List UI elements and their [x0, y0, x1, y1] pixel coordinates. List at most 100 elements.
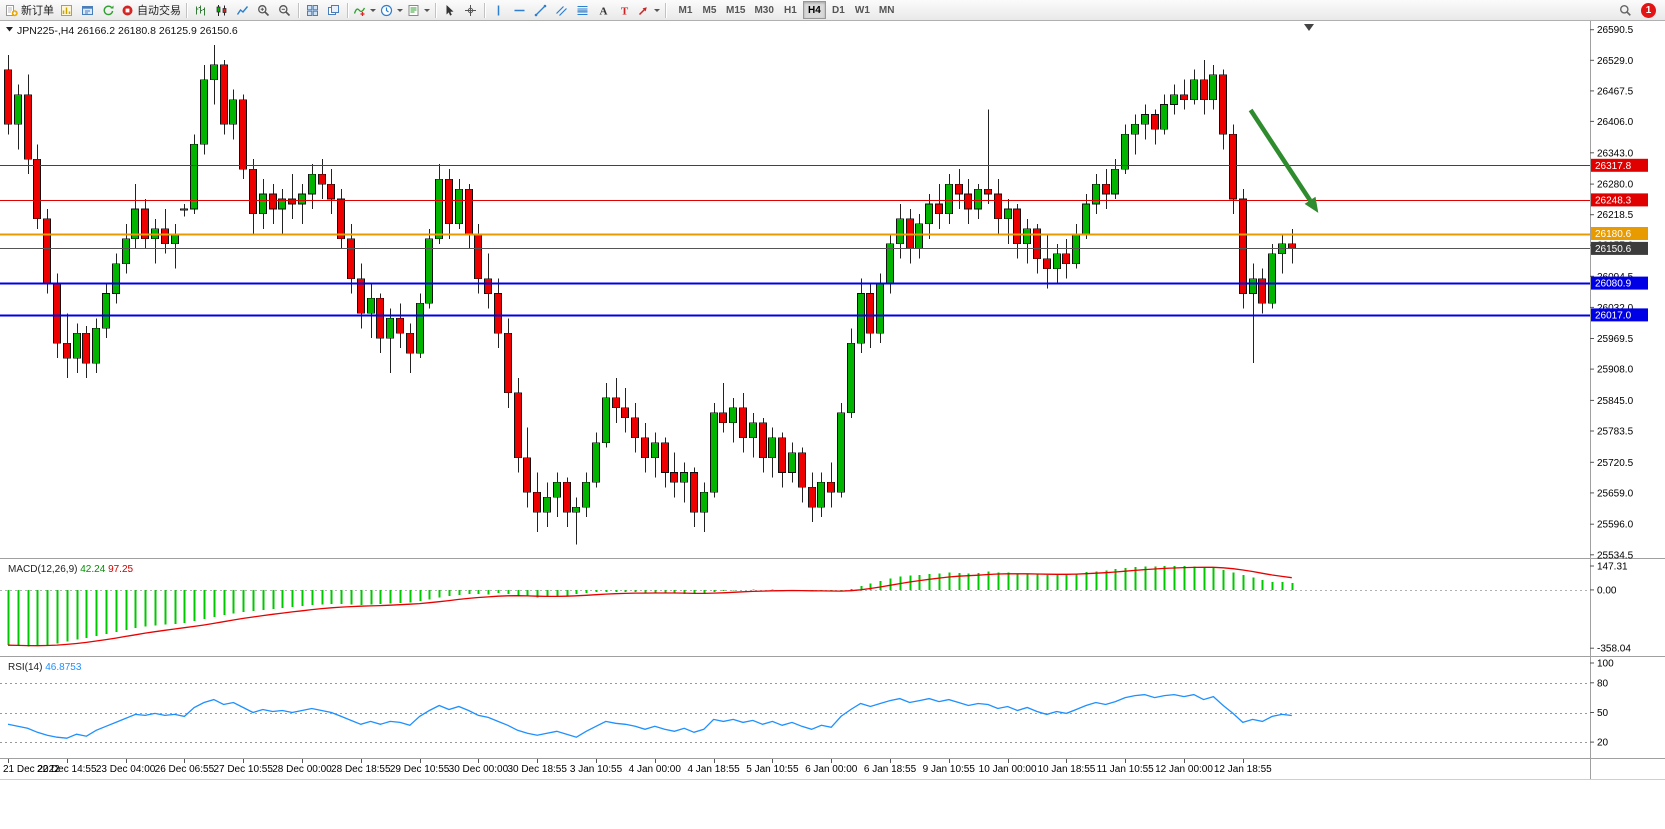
- svg-text:26467.5: 26467.5: [1597, 86, 1634, 97]
- refresh-button[interactable]: [98, 1, 119, 20]
- profiles-icon: [81, 4, 94, 17]
- svg-text:6 Jan 00:00: 6 Jan 00:00: [805, 764, 858, 775]
- svg-text:12 Jan 00:00: 12 Jan 00:00: [1155, 764, 1213, 775]
- trendline-button[interactable]: [530, 1, 551, 20]
- macd-axis[interactable]: 147.31 0.00 -358.04: [1590, 562, 1631, 655]
- channel-button[interactable]: [551, 1, 572, 20]
- svg-text:11 Jan 10:55: 11 Jan 10:55: [1097, 764, 1155, 775]
- bar-chart-icon: [194, 4, 207, 17]
- timeframe-h1-button[interactable]: H1: [779, 1, 802, 19]
- candle-chart-button[interactable]: [211, 1, 232, 20]
- timeframe-toolbar: M1 M5 M15 M30 H1 H4 D1 W1 MN: [674, 1, 898, 19]
- rsi-label: RSI(14) 46.8753: [8, 662, 82, 673]
- toolbar-separator: [347, 2, 348, 18]
- price-axis[interactable]: 26590.5 26529.0 26467.5 26406.0 26343.0 26280…: [1590, 25, 1634, 561]
- svg-text:25969.5: 25969.5: [1597, 334, 1634, 345]
- svg-text:30 Dec 00:00: 30 Dec 00:00: [449, 764, 509, 775]
- svg-text:A: A: [600, 5, 608, 17]
- templates-icon: [407, 4, 420, 17]
- toolbar-separator: [186, 2, 187, 18]
- svg-text:10 Jan 00:00: 10 Jan 00:00: [979, 764, 1037, 775]
- zoom-out-button[interactable]: [274, 1, 295, 20]
- timeframe-m5-button[interactable]: M5: [698, 1, 721, 19]
- timeframe-m1-button[interactable]: M1: [674, 1, 697, 19]
- candlesticks: [4, 44, 1296, 545]
- chart-shift-marker[interactable]: [1304, 24, 1314, 31]
- periods-button[interactable]: [378, 1, 405, 20]
- search-icon: [1619, 4, 1632, 17]
- periods-icon: [380, 4, 393, 17]
- line-chart-button[interactable]: [232, 1, 253, 20]
- vertical-line-button[interactable]: [488, 1, 509, 20]
- zoom-in-button[interactable]: [253, 1, 274, 20]
- timeframe-m15-button[interactable]: M15: [722, 1, 749, 19]
- timeframe-mn-button[interactable]: MN: [875, 1, 899, 19]
- svg-text:26529.0: 26529.0: [1597, 56, 1634, 67]
- timeframe-d1-button[interactable]: D1: [827, 1, 850, 19]
- text-button[interactable]: A: [593, 1, 614, 20]
- macd-label: MACD(12,26,9) 42.24 97.25: [8, 564, 134, 575]
- svg-text:23 Dec 04:00: 23 Dec 04:00: [96, 764, 156, 775]
- arrows-button[interactable]: [635, 1, 662, 20]
- trendline-icon: [534, 4, 547, 17]
- cursor-icon: [443, 4, 456, 17]
- chart-symbol-header: JPN225-,H4 26166.2 26180.8 26125.9 26150…: [17, 25, 238, 37]
- svg-text:26150.6: 26150.6: [1595, 244, 1632, 255]
- toolbar-separator: [298, 2, 299, 18]
- svg-text:25783.5: 25783.5: [1597, 427, 1634, 438]
- horizontal-line-icon: [513, 4, 526, 17]
- symbol-menu-icon[interactable]: [6, 27, 13, 32]
- chevron-down-icon: [424, 8, 430, 12]
- bar-chart-button[interactable]: [190, 1, 211, 20]
- svg-text:6 Jan 18:55: 6 Jan 18:55: [864, 764, 917, 775]
- svg-text:T: T: [621, 5, 629, 17]
- indicators-button[interactable]: [351, 1, 378, 20]
- svg-text:28 Dec 18:55: 28 Dec 18:55: [331, 764, 391, 775]
- timeframe-m30-button[interactable]: M30: [750, 1, 777, 19]
- svg-text:4 Jan 00:00: 4 Jan 00:00: [629, 764, 682, 775]
- svg-text:20: 20: [1597, 738, 1609, 749]
- svg-text:21 Dec 2022: 21 Dec 2022: [3, 764, 60, 775]
- chart-canvas[interactable]: 26590.5 26529.0 26467.5 26406.0 26343.0 26280…: [0, 21, 1665, 829]
- chevron-down-icon: [397, 8, 403, 12]
- svg-text:10 Jan 18:55: 10 Jan 18:55: [1037, 764, 1095, 775]
- line-chart-icon: [236, 4, 249, 17]
- label-button[interactable]: T: [614, 1, 635, 20]
- new-order-button[interactable]: 新订单: [3, 1, 56, 20]
- refresh-icon: [102, 4, 115, 17]
- autotrade-button[interactable]: 自动交易: [119, 1, 183, 20]
- svg-text:25720.5: 25720.5: [1597, 458, 1634, 469]
- arrange-windows-button[interactable]: [323, 1, 344, 20]
- pane-separators[interactable]: [0, 21, 1665, 780]
- svg-text:26406.0: 26406.0: [1597, 117, 1634, 128]
- timeframe-w1-button[interactable]: W1: [851, 1, 874, 19]
- autotrade-icon: [121, 4, 134, 17]
- svg-text:3 Jan 10:55: 3 Jan 10:55: [570, 764, 623, 775]
- zoom-out-icon: [278, 4, 291, 17]
- crosshair-button[interactable]: [460, 1, 481, 20]
- svg-text:25659.0: 25659.0: [1597, 488, 1634, 499]
- fibonacci-button[interactable]: [572, 1, 593, 20]
- notification-badge[interactable]: 1: [1641, 2, 1656, 18]
- svg-text:5 Jan 10:55: 5 Jan 10:55: [746, 764, 799, 775]
- text-icon: A: [597, 4, 610, 17]
- svg-text:0.00: 0.00: [1597, 585, 1617, 596]
- cursor-button[interactable]: [439, 1, 460, 20]
- svg-text:29 Dec 10:55: 29 Dec 10:55: [390, 764, 450, 775]
- search-button[interactable]: [1615, 1, 1636, 20]
- horizontal-line-button[interactable]: [509, 1, 530, 20]
- new-order-label: 新订单: [21, 5, 54, 17]
- arrow-object[interactable]: [1248, 108, 1319, 213]
- toolbar-separator: [435, 2, 436, 18]
- templates-button[interactable]: [405, 1, 432, 20]
- new-chart-button[interactable]: [56, 1, 77, 20]
- profiles-button[interactable]: [77, 1, 98, 20]
- tile-windows-button[interactable]: [302, 1, 323, 20]
- rsi-axis[interactable]: 100 80 50 20: [1590, 659, 1614, 749]
- autotrade-label: 自动交易: [137, 5, 181, 17]
- chart-window[interactable]: 26590.5 26529.0 26467.5 26406.0 26343.0 26280…: [0, 21, 1665, 829]
- svg-text:25845.0: 25845.0: [1597, 396, 1634, 407]
- timeframe-h4-button[interactable]: H4: [802, 1, 826, 19]
